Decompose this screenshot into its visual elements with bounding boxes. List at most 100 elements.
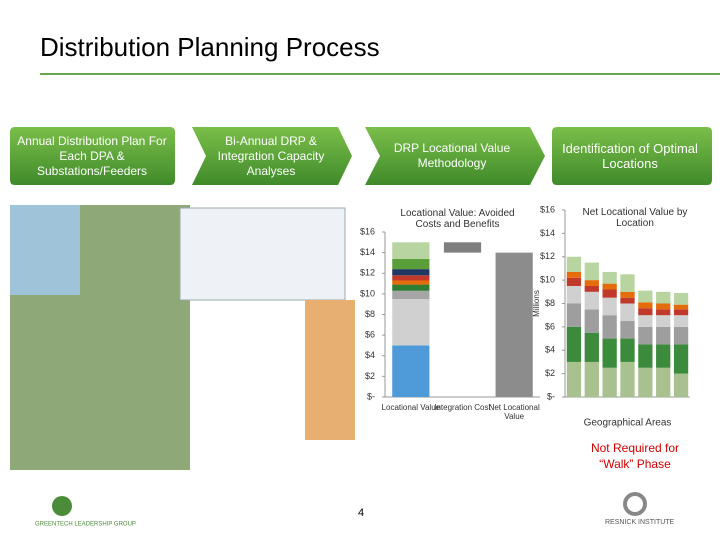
bar-segment	[602, 271, 617, 284]
bar-segment	[673, 315, 689, 327]
bar-segment	[656, 344, 671, 368]
bar-segment	[656, 367, 671, 397]
x-tick-label: Net Locational Value	[488, 403, 540, 421]
bar-segment	[656, 291, 671, 304]
bar-segment	[620, 338, 635, 362]
y-tick-label: $12	[360, 268, 375, 278]
bar-segment	[620, 297, 635, 304]
bar-segment	[566, 326, 582, 362]
bar-segment	[638, 315, 653, 327]
logo-text: GREENTECH LEADERSHIP GROUP	[35, 522, 136, 528]
bar-segment	[656, 309, 671, 316]
bar-segment	[566, 361, 582, 397]
bar-segment	[566, 271, 582, 278]
y-tick-label: $10	[360, 288, 375, 298]
bar-segment	[392, 280, 430, 285]
screenshot-image	[179, 207, 346, 301]
y-tick-label: $-	[367, 391, 375, 401]
step-box	[192, 127, 352, 185]
bar-segment	[638, 326, 653, 345]
bar-segment	[638, 290, 653, 303]
y-tick-label: $16	[360, 226, 375, 236]
bar-segment	[656, 326, 671, 345]
step-label: Annual Distribution Plan For Each DPA & …	[17, 133, 167, 178]
y-tick-label: $-	[547, 391, 555, 401]
bar-segment	[673, 373, 689, 397]
bar-segment	[673, 344, 689, 374]
bar-segment	[673, 292, 689, 305]
bar-segment	[392, 258, 430, 270]
bar-segment	[673, 304, 689, 310]
logo-mark	[52, 496, 72, 516]
bar-segment	[584, 332, 599, 362]
note: Not Required for “Walk” Phase	[590, 441, 680, 471]
y-tick-label: $6	[545, 321, 555, 331]
bar-segment	[392, 275, 430, 281]
y-tick-label: $14	[540, 228, 555, 238]
x-tick-label: Integration Cost	[434, 403, 491, 412]
step-label: DRP Locational Value Methodology	[393, 141, 511, 170]
y-tick-label: $2	[365, 371, 375, 381]
bar-segment	[656, 303, 671, 310]
bar-segment	[584, 280, 599, 286]
step-box	[552, 127, 712, 185]
bar-segment	[392, 269, 430, 276]
y-tick-label: $14	[360, 247, 375, 257]
step-label: Identification of Optimal Locations	[562, 141, 698, 171]
bar-segment	[638, 367, 653, 397]
slide-title: Distribution Planning Process	[40, 32, 380, 62]
bar-segment	[566, 285, 582, 304]
y-tick-label: $16	[540, 204, 555, 214]
bar-segment	[638, 302, 653, 309]
bar-segment	[620, 303, 635, 322]
bar-segment	[602, 315, 617, 339]
bar-segment	[392, 242, 430, 259]
bar-segment	[392, 345, 430, 397]
x-axis-label: Geographical Areas	[584, 418, 672, 429]
y-tick-label: $4	[365, 350, 375, 360]
bar-segment	[602, 297, 617, 316]
map-water	[10, 205, 80, 295]
bar-segment	[673, 326, 689, 345]
step-label: Bi-Annual DRP & Integration Capacity Ana…	[217, 133, 325, 178]
bar-segment	[566, 303, 582, 327]
bar-segment	[495, 252, 533, 397]
bar-segment	[584, 309, 599, 333]
x-tick-label: Locational Value	[381, 403, 441, 412]
bar-segment	[673, 309, 689, 316]
bar-segment	[584, 291, 599, 310]
bar-segment	[620, 361, 635, 397]
bar-segment	[566, 256, 582, 272]
logo-mark	[623, 492, 647, 516]
bar-segment	[584, 285, 599, 292]
bar-segment	[584, 262, 599, 281]
bar-segment	[443, 242, 482, 253]
step-box	[10, 127, 175, 185]
bar-segment	[638, 344, 653, 368]
bar-segment	[566, 277, 582, 286]
bar-segment	[656, 315, 671, 327]
bar-segment	[602, 338, 617, 368]
logo-text: RESNICK INSTITUTE	[605, 519, 675, 526]
y-tick-label: $8	[545, 298, 555, 308]
bar-segment	[584, 361, 599, 397]
y-tick-label: $2	[545, 368, 555, 378]
bar-segment	[602, 289, 617, 298]
y-tick-label: $6	[365, 330, 375, 340]
chart-title: Net Locational Value by Location	[582, 207, 688, 229]
bar-segment	[638, 308, 653, 316]
chart-title: Locational Value: Avoided Costs and Bene…	[400, 208, 515, 230]
y-tick-label: $12	[540, 251, 555, 261]
page-number: 4	[358, 507, 364, 519]
step-box	[365, 127, 545, 185]
y-tick-label: $4	[545, 345, 555, 355]
bar-segment	[620, 291, 635, 298]
bar-segment	[392, 284, 430, 291]
y-axis-label: Millions	[532, 290, 541, 317]
bar-segment	[620, 321, 635, 339]
bar-segment	[602, 283, 617, 290]
y-tick-label: $10	[540, 275, 555, 285]
bar-segment	[392, 299, 430, 346]
bar-segment	[620, 274, 635, 292]
